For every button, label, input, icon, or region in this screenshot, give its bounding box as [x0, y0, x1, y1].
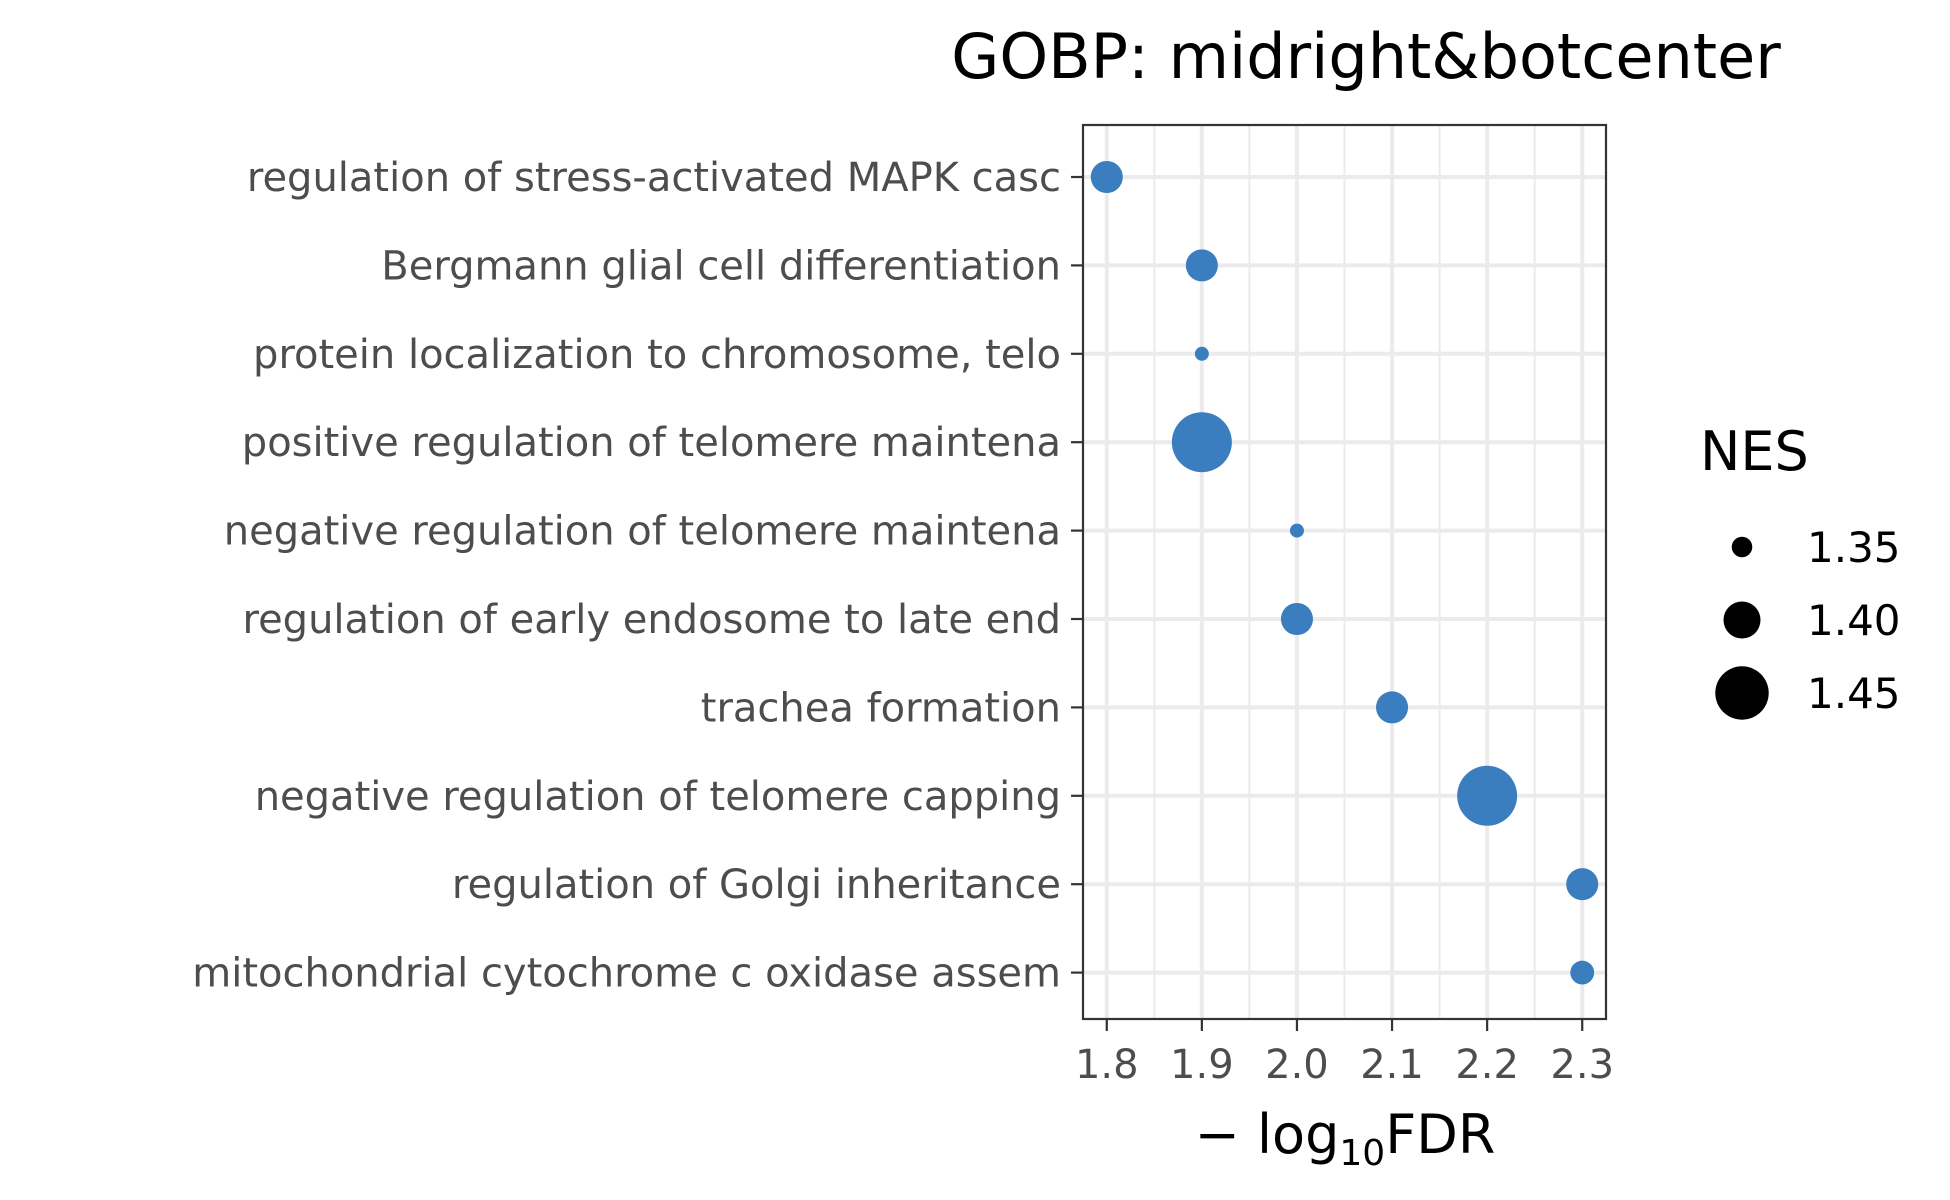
data-point	[1289, 523, 1304, 538]
y-tick-label: trachea formation	[701, 685, 1061, 731]
data-point	[1566, 868, 1599, 901]
data-point	[1376, 691, 1409, 724]
y-tick-label: positive regulation of telomere maintena	[242, 420, 1061, 466]
legend-label: 1.45	[1807, 669, 1901, 718]
y-tick-label: Bergmann glial cell differentiation	[381, 243, 1061, 289]
x-tick-label: 2.3	[1550, 1042, 1614, 1088]
y-tick-label: regulation of stress-activated MAPK casc	[247, 155, 1061, 201]
plot-panel	[1081, 123, 1608, 1021]
data-point	[1280, 602, 1313, 636]
legend-title: NES	[1700, 420, 1809, 483]
legend-key	[1731, 536, 1753, 558]
x-axis-label: − log10FDR	[1195, 1103, 1496, 1174]
data-point	[1194, 346, 1209, 361]
size-legend: NES 1.35 1.40 1.45	[1700, 420, 1901, 720]
data-point	[1090, 160, 1123, 194]
x-axis-label-prefix: − log	[1195, 1103, 1340, 1166]
legend-label: 1.40	[1807, 596, 1901, 645]
legend-key	[1723, 601, 1761, 639]
x-tick-label: 2.1	[1360, 1042, 1424, 1088]
y-axis: regulation of stress-activated MAPK casc…	[192, 155, 1083, 997]
x-tick-label: 2.0	[1265, 1042, 1329, 1088]
data-point	[1457, 765, 1518, 826]
legend-items: 1.35 1.40 1.45	[1715, 523, 1901, 720]
legend-label: 1.35	[1807, 523, 1901, 572]
y-tick-label: protein localization to chromosome, telo	[253, 332, 1061, 378]
x-tick-label: 1.9	[1170, 1042, 1234, 1088]
x-axis: 1.8 1.9 2.0 2.1 2.2 2.3	[1075, 1019, 1614, 1088]
data-point	[1171, 412, 1232, 473]
y-tick-label: regulation of Golgi inheritance	[452, 862, 1061, 908]
legend-key	[1715, 666, 1769, 720]
panel-border	[1081, 123, 1608, 1021]
x-tick-label: 2.2	[1455, 1042, 1519, 1088]
data-point	[1185, 249, 1218, 282]
chart-title: GOBP: midright&botcenter	[951, 20, 1781, 93]
data-point	[1570, 960, 1595, 985]
y-tick-label: negative regulation of telomere capping	[255, 774, 1061, 820]
y-tick-label: regulation of early endosome to late end	[243, 597, 1062, 643]
y-tick-label: negative regulation of telomere maintena	[224, 509, 1061, 555]
x-axis-label-subscript: 10	[1339, 1133, 1385, 1174]
data-points	[1090, 160, 1599, 985]
x-tick-label: 1.8	[1075, 1042, 1139, 1088]
x-axis-label-suffix: FDR	[1385, 1103, 1495, 1166]
y-tick-label: mitochondrial cytochrome c oxidase assem	[192, 951, 1061, 997]
